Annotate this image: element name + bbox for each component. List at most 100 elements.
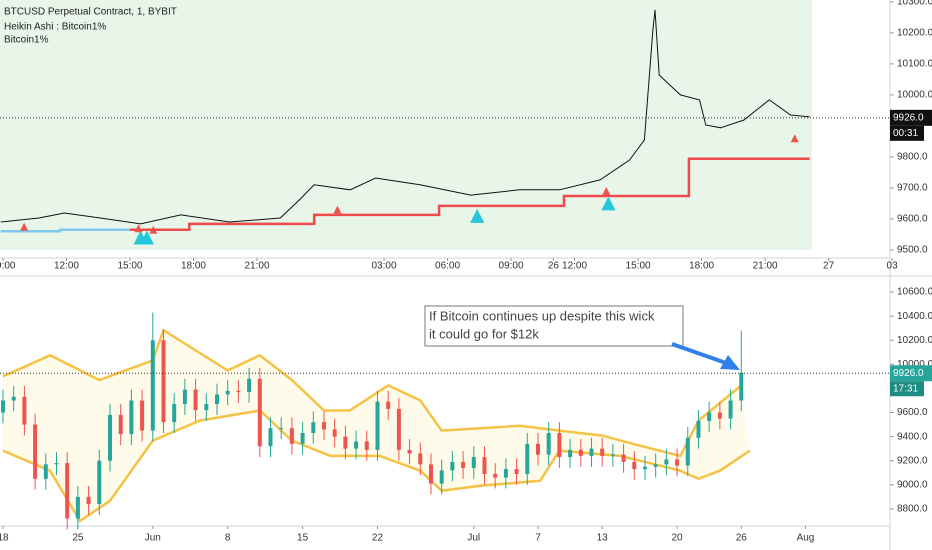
x-tick-label: 27	[823, 261, 835, 272]
candle-body	[407, 449, 412, 454]
candle-body	[739, 372, 744, 401]
candle-body	[354, 441, 359, 449]
candle-body	[257, 378, 262, 447]
candle-body	[396, 408, 401, 450]
candle-body	[22, 396, 27, 425]
x-tick-label: 18	[0, 533, 9, 544]
annotation-text: it could go for $12k	[429, 326, 539, 341]
candle-body	[728, 400, 733, 419]
candle-body	[546, 432, 551, 455]
candle-body	[610, 454, 615, 456]
candle-body	[482, 457, 487, 474]
candle-body	[129, 400, 134, 435]
signal-marker	[20, 222, 29, 231]
y-tick-label: 9500.0	[897, 245, 928, 256]
candle-body	[578, 449, 583, 456]
candle-body	[707, 412, 712, 421]
candle-body	[600, 448, 605, 456]
x-tick-label: 26	[548, 261, 560, 272]
y-tick-label: 10600.0	[897, 287, 932, 298]
candle-body	[525, 443, 530, 474]
candle-body	[247, 378, 252, 393]
y-tick-label: 10000.0	[897, 90, 932, 101]
y-tick-label: 10000.0	[897, 359, 932, 370]
x-tick-label: 06:00	[435, 261, 460, 272]
x-tick-label: 20	[672, 533, 684, 544]
price-label-box	[890, 109, 932, 126]
candle-body	[172, 404, 177, 423]
candle-body	[664, 459, 669, 465]
candle-body	[514, 469, 519, 474]
annotation-text: If Bitcoin continues up despite this wic…	[429, 308, 655, 323]
candle-body	[118, 414, 123, 435]
y-tick-label: 9000.0	[897, 479, 928, 490]
candle-body	[97, 460, 102, 505]
x-tick-label: 12:00	[562, 261, 587, 272]
annotation-arrowhead	[720, 355, 740, 370]
candle-body	[236, 390, 241, 393]
x-tick-label: 25	[72, 533, 84, 544]
y-tick-label: 9400.0	[897, 431, 928, 442]
candle-body	[182, 389, 187, 405]
x-tick-label: 18:00	[689, 261, 714, 272]
x-tick-label: 7	[535, 533, 541, 544]
price-line	[0, 9, 810, 225]
signal-marker	[790, 134, 799, 143]
x-tick-label: 03	[887, 261, 899, 272]
price-line	[130, 157, 810, 232]
candle-body	[632, 461, 637, 470]
candle-body	[418, 453, 423, 465]
candle-body	[321, 422, 326, 430]
y-tick-label: 8800.0	[897, 504, 928, 515]
candle-body	[311, 422, 316, 433]
price-label: 9926.0	[893, 368, 924, 379]
candle-body	[568, 449, 573, 458]
candle-body	[471, 457, 476, 468]
candle-body	[675, 459, 680, 466]
y-tick-label: 9600.0	[897, 407, 928, 418]
candle-body	[589, 448, 594, 456]
candle-body	[161, 340, 166, 423]
x-tick-label: 15:00	[117, 261, 142, 272]
candle-body	[140, 400, 145, 431]
plot-background	[0, 0, 812, 250]
annotation-box	[424, 305, 684, 347]
candle-body	[65, 463, 70, 519]
candle-body	[642, 466, 647, 470]
y-tick-label: 9200.0	[897, 455, 928, 466]
x-tick-label: 13	[597, 533, 609, 544]
band-line	[2, 409, 751, 523]
signal-marker	[134, 224, 143, 233]
candle-body	[557, 432, 562, 458]
candle-body	[439, 470, 444, 484]
x-tick-label: 15	[297, 533, 309, 544]
x-tick-label: Jun	[145, 533, 161, 544]
candle-body	[33, 424, 38, 479]
candle-body	[193, 389, 198, 411]
y-tick-label: 9600.0	[897, 214, 928, 225]
candle-body	[450, 461, 455, 471]
signal-marker	[139, 230, 154, 245]
signal-marker	[149, 225, 158, 234]
candle-body	[75, 496, 80, 519]
candle-body	[43, 464, 48, 479]
countdown-box	[890, 125, 924, 141]
x-tick-label: 18:00	[181, 261, 206, 272]
x-tick-label: 15:00	[626, 261, 651, 272]
backgrounds	[0, 0, 812, 250]
y-tick-label: 9800.0	[897, 152, 928, 163]
candle-body	[717, 412, 722, 419]
x-tick-label: 8	[225, 533, 231, 544]
x-tick-label: 26	[736, 533, 748, 544]
candle-body	[364, 441, 369, 450]
candle-body	[375, 401, 380, 450]
countdown: 00:31	[893, 128, 918, 139]
candle-body	[386, 401, 391, 409]
y-tick-label: 10200.0	[897, 28, 932, 39]
y-tick-label: 10200.0	[897, 335, 932, 346]
y-tick-label: 10400.0	[897, 311, 932, 322]
y-tick-label: 10100.0	[897, 59, 932, 70]
y-tick-label: 10300.0	[897, 0, 932, 8]
candle-body	[428, 464, 433, 484]
